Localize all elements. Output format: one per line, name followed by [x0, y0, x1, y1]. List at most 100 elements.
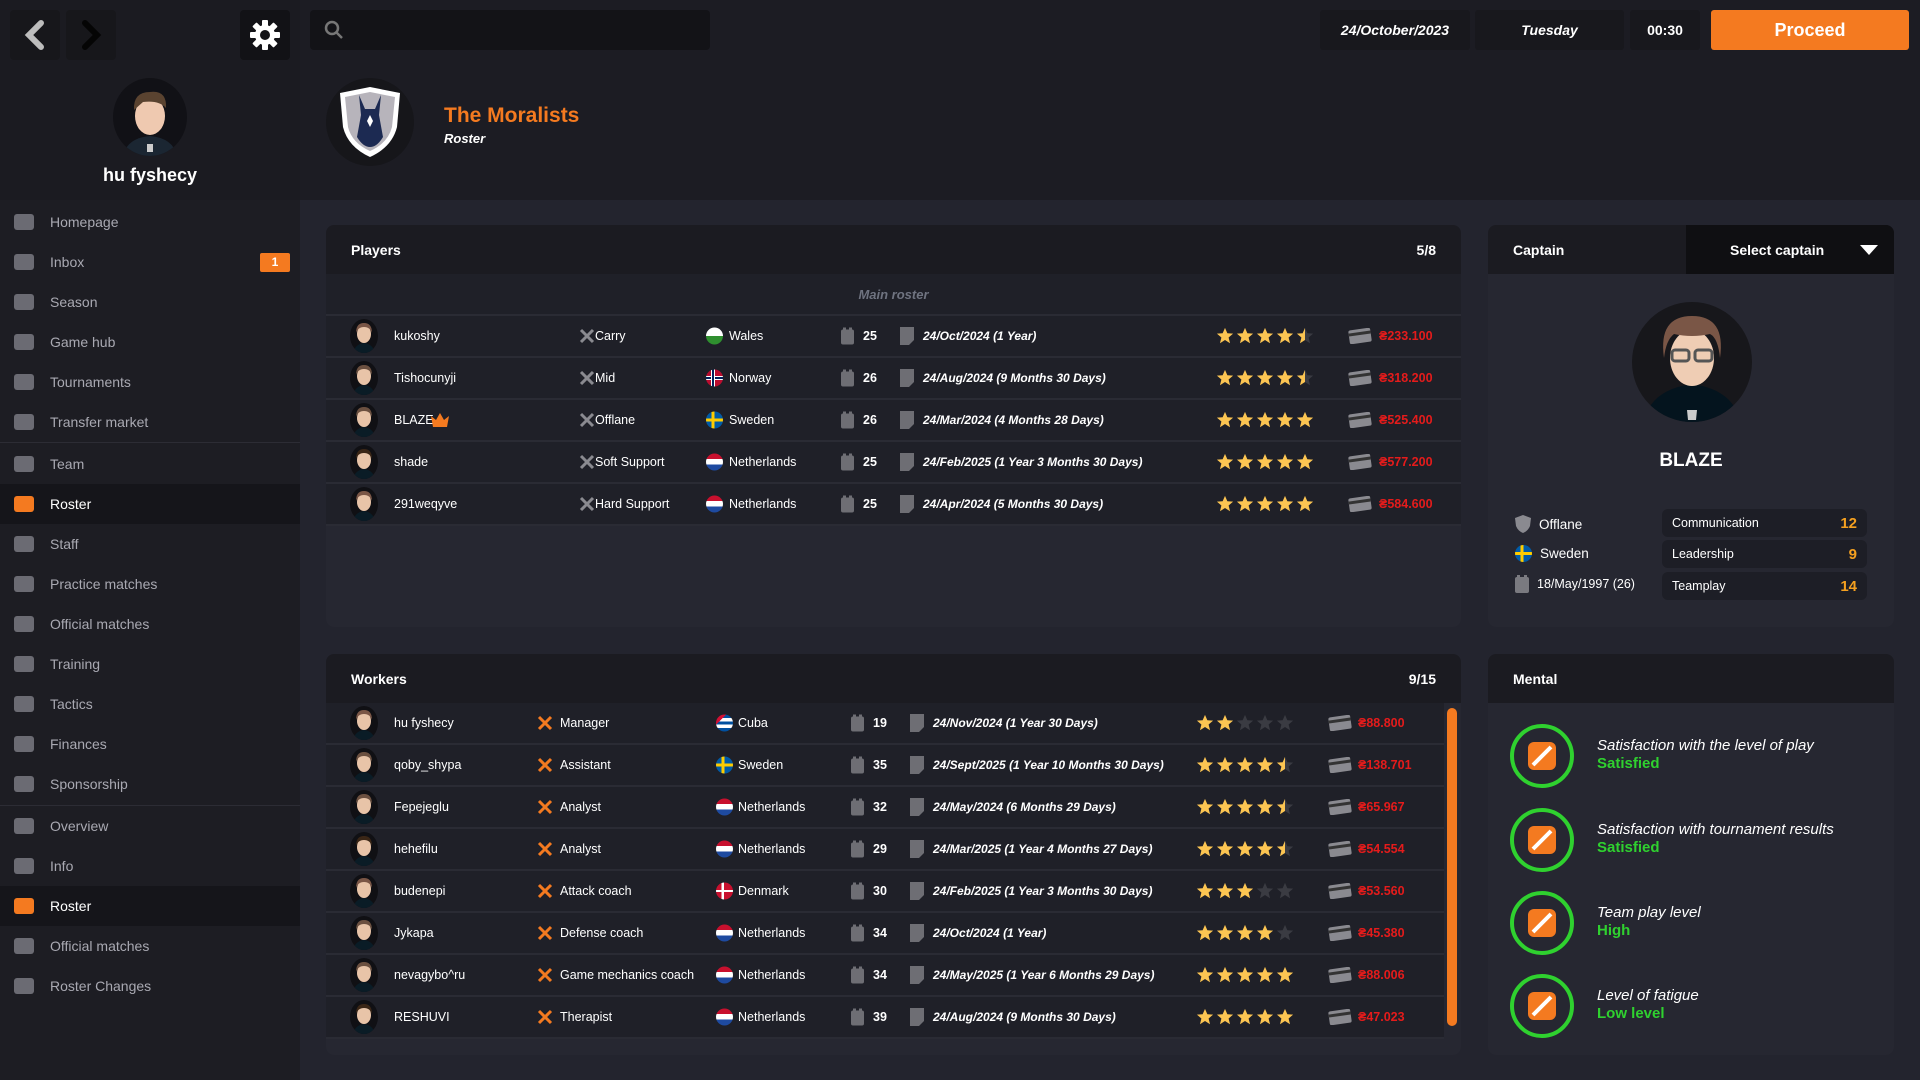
- sidebar-item-overview[interactable]: Overview: [0, 806, 300, 846]
- stat-value: 12: [1840, 514, 1857, 532]
- sidebar-item-finances[interactable]: Finances: [0, 724, 300, 764]
- rating-stars: [1196, 882, 1294, 900]
- country: Norway: [729, 371, 772, 385]
- back-button[interactable]: [10, 10, 60, 60]
- sidebar-item-tactics[interactable]: Tactics: [0, 684, 300, 724]
- sidebar-item-sponsorship[interactable]: Sponsorship: [0, 764, 300, 804]
- workers-row[interactable]: Jykapa Defense coach Netherlands 34 24/O…: [326, 913, 1444, 955]
- contract-icon: [910, 840, 924, 858]
- sidebar-item-team[interactable]: Team: [0, 444, 300, 484]
- star-icon: [1256, 327, 1274, 344]
- person-name[interactable]: Tishocunyji: [394, 371, 457, 385]
- country: Netherlands: [738, 800, 806, 814]
- sidebar-item-homepage[interactable]: Homepage: [0, 202, 300, 242]
- sidebar-item-game-hub[interactable]: Game hub: [0, 322, 300, 362]
- person-name[interactable]: budenepi: [394, 884, 446, 898]
- sidebar-item-season[interactable]: Season: [0, 282, 300, 322]
- stat-label: Communication: [1672, 516, 1759, 530]
- person-name[interactable]: 291weqyve: [394, 497, 458, 511]
- sidebar-item-label: Overview: [50, 818, 109, 834]
- flag-netherlands-icon: [716, 840, 733, 858]
- sidebar-item-transfer-market[interactable]: Transfer market: [0, 402, 300, 442]
- sidebar-item-official-matches[interactable]: Official matches: [0, 926, 300, 966]
- sidebar-item-roster-changes[interactable]: Roster Changes: [0, 966, 300, 1006]
- person-name[interactable]: qoby_shypa: [394, 758, 462, 772]
- sidebar-item-info[interactable]: Info: [0, 846, 300, 886]
- profile-name[interactable]: hu fyshecy: [102, 165, 198, 185]
- sidebar-item-training[interactable]: Training: [0, 644, 300, 684]
- role: Game mechanics coach: [560, 968, 695, 982]
- person-name[interactable]: hehefilu: [394, 842, 438, 856]
- players-title: Players: [351, 241, 401, 258]
- person-name[interactable]: shade: [394, 455, 429, 469]
- sidebar-item-official-matches[interactable]: Official matches: [0, 604, 300, 644]
- rating-stars: [1196, 840, 1294, 858]
- workers-row[interactable]: qoby_shypa Assistant Sweden 35 24/Sept/2…: [326, 745, 1444, 787]
- age: 26: [863, 413, 877, 427]
- salary-icon: [1328, 757, 1352, 773]
- calendar-icon: [851, 840, 864, 858]
- person-name[interactable]: Jykapa: [394, 926, 434, 940]
- caret-down-icon: [1860, 245, 1878, 255]
- workers-row[interactable]: nevagybo^ru Game mechanics coach Netherl…: [326, 955, 1444, 997]
- workers-row[interactable]: hu fyshecy Manager Cuba 19 24/Nov/2024 (…: [326, 703, 1444, 745]
- contract-icon: [910, 714, 924, 732]
- person-name[interactable]: BLAZE: [394, 413, 434, 427]
- players-count: 5/8: [1416, 241, 1436, 258]
- contract-date: 24/Aug/2024 (9 Months 30 Days): [923, 371, 1106, 385]
- role: Assistant: [560, 758, 611, 772]
- person-name[interactable]: hu fyshecy: [394, 716, 454, 730]
- players-row[interactable]: BLAZE Offlane Sweden 26 24/Mar/2024 (4 M…: [326, 400, 1461, 442]
- workers-row[interactable]: hehefilu Analyst Netherlands 29 24/Mar/2…: [326, 829, 1444, 871]
- workers-row[interactable]: RESHUVI Therapist Netherlands 39 24/Aug/…: [326, 997, 1444, 1039]
- salary-icon: [1328, 925, 1352, 941]
- workers-scrollbar[interactable]: [1447, 708, 1457, 1026]
- contract-duration: (1 Year): [1003, 926, 1047, 940]
- mental-item: Level of fatigue Low level: [1510, 971, 1890, 1041]
- captain-country: Sweden: [1515, 545, 1589, 562]
- profile-avatar[interactable]: [113, 78, 187, 156]
- contract-duration: (9 Months 30 Days): [1006, 1010, 1116, 1024]
- search-field[interactable]: [354, 16, 694, 44]
- rating-stars: [1196, 924, 1294, 942]
- contract-duration: (6 Months 29 Days): [1006, 800, 1116, 814]
- stat-value: 9: [1848, 545, 1857, 563]
- role-icon: [579, 328, 595, 344]
- age: 19: [873, 716, 887, 730]
- sidebar-item-label: Game hub: [50, 334, 116, 350]
- contract-end: 24/May/2024: [933, 800, 1004, 814]
- workers-row[interactable]: budenepi Attack coach Denmark 30 24/Feb/…: [326, 871, 1444, 913]
- practice-icon: [12, 573, 36, 595]
- players-row[interactable]: shade Soft Support Netherlands 25 24/Feb…: [326, 442, 1461, 484]
- star-icon: [1216, 714, 1234, 731]
- players-row[interactable]: kukoshy Carry Wales 25 24/Oct/2024 (1 Ye…: [326, 316, 1461, 358]
- workers-row[interactable]: Fepejeglu Analyst Netherlands 32 24/May/…: [326, 787, 1444, 829]
- sidebar-item-inbox[interactable]: Inbox 1: [0, 242, 300, 282]
- person-name[interactable]: nevagybo^ru: [394, 968, 466, 982]
- select-captain-dropdown[interactable]: Select captain: [1686, 225, 1894, 274]
- sidebar-item-practice-matches[interactable]: Practice matches: [0, 564, 300, 604]
- sidebar-item-staff[interactable]: Staff: [0, 524, 300, 564]
- chevron-right-icon: [82, 20, 102, 50]
- flag-netherlands-icon: [716, 966, 733, 984]
- salary-icon: [1348, 412, 1372, 428]
- search-input[interactable]: [310, 10, 710, 50]
- players-row[interactable]: 291weqyve Hard Support Netherlands 25 24…: [326, 484, 1461, 526]
- settings-button[interactable]: [240, 10, 290, 60]
- person-name[interactable]: RESHUVI: [394, 1010, 450, 1024]
- flag-sweden-icon: [706, 411, 723, 429]
- person-name[interactable]: kukoshy: [394, 329, 440, 343]
- role: Attack coach: [560, 884, 632, 898]
- contract-icon: [910, 798, 924, 816]
- person-name[interactable]: Fepejeglu: [394, 800, 449, 814]
- role: Analyst: [560, 800, 601, 814]
- sidebar-item-roster[interactable]: Roster: [0, 484, 300, 524]
- age: 25: [863, 329, 877, 343]
- sidebar-item-tournaments[interactable]: Tournaments: [0, 362, 300, 402]
- sidebar-item-roster[interactable]: Roster: [0, 886, 300, 926]
- avatar: [350, 403, 378, 437]
- avatar: [350, 958, 378, 992]
- forward-button[interactable]: [66, 10, 116, 60]
- proceed-button[interactable]: Proceed: [1711, 10, 1909, 50]
- players-row[interactable]: Tishocunyji Mid Norway 26 24/Aug/2024 (9…: [326, 358, 1461, 400]
